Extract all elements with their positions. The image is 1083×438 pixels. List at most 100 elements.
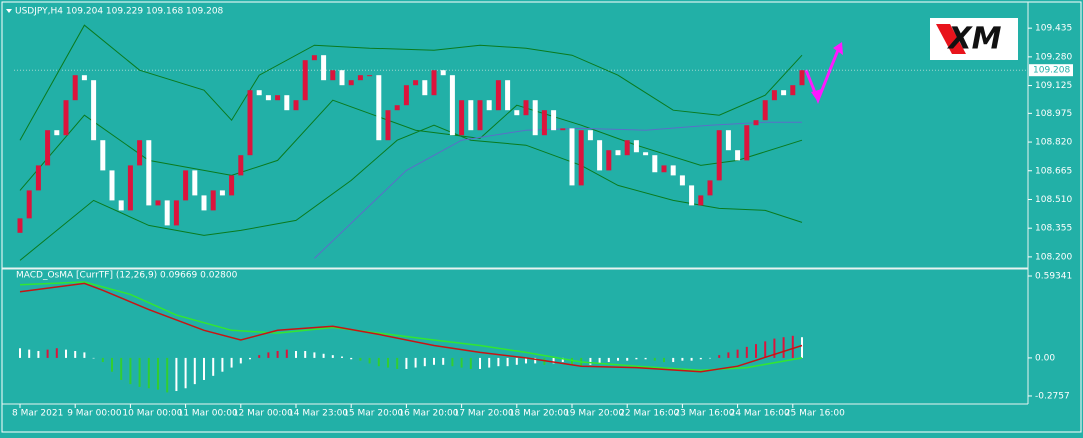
candle	[26, 190, 32, 219]
candle	[81, 75, 87, 81]
x-tick-label: 19 Mar 20:00	[564, 409, 624, 419]
histogram-bar	[74, 351, 77, 358]
histogram-bar	[589, 357, 592, 365]
histogram-bar	[718, 355, 721, 358]
histogram-bar	[313, 352, 316, 358]
histogram-bar	[598, 357, 601, 364]
candle	[799, 70, 805, 86]
histogram-bar	[451, 357, 454, 367]
indicator-line	[314, 121, 802, 259]
macd-line	[19, 282, 803, 373]
candle	[523, 100, 529, 116]
macd-y-tick-label: -0.2757	[1035, 391, 1070, 401]
candle	[311, 55, 317, 61]
histogram-bar	[442, 357, 445, 365]
candle	[146, 140, 152, 206]
current-price-label: 109.208	[1033, 66, 1070, 76]
histogram-bar	[433, 357, 435, 365]
candle	[449, 75, 455, 136]
candle	[551, 110, 557, 131]
histogram-bar	[460, 357, 463, 368]
histogram-bar	[359, 357, 362, 361]
candle	[219, 190, 225, 196]
histogram-bar	[488, 357, 491, 368]
histogram-bar	[423, 357, 426, 367]
x-tick-label: 24 Mar 16:00	[730, 409, 790, 419]
candle	[284, 95, 290, 111]
candle	[459, 100, 465, 136]
y-tick-label: 108.510	[1035, 195, 1072, 205]
arrow-head-up	[833, 42, 843, 55]
candle	[63, 100, 69, 136]
histogram-bar	[727, 352, 730, 358]
histogram-bar	[773, 338, 776, 358]
candle	[385, 110, 391, 141]
candle	[413, 80, 419, 86]
histogram-bar	[203, 357, 205, 380]
histogram-bar	[690, 357, 693, 361]
histogram-bar	[709, 357, 711, 359]
histogram-bar	[175, 357, 178, 392]
histogram-bar	[396, 357, 399, 369]
histogram-bar	[571, 357, 573, 365]
histogram-bar	[414, 357, 417, 368]
candle	[275, 95, 281, 101]
histogram-bar	[120, 357, 123, 380]
candle	[514, 110, 520, 116]
candle	[201, 195, 207, 211]
histogram-bar	[184, 357, 187, 389]
candle	[127, 165, 133, 211]
x-tick-label: 8 Mar 2021	[12, 409, 63, 419]
logo-text: XM	[947, 22, 1002, 57]
candle	[735, 150, 741, 161]
candle	[45, 130, 51, 166]
histogram-bar	[37, 351, 40, 358]
histogram-bar	[368, 357, 371, 364]
candle	[615, 150, 621, 156]
histogram-bar	[166, 357, 169, 393]
candle	[505, 80, 511, 111]
candle	[109, 170, 115, 201]
candle	[265, 95, 271, 101]
x-tick-label: 9 Mar 00:00	[67, 409, 122, 419]
collapse-arrow[interactable]	[6, 9, 12, 13]
histogram-bar	[681, 357, 684, 361]
candle	[707, 180, 713, 196]
candle	[486, 100, 492, 111]
x-tick-label: 23 Mar 16:00	[674, 409, 734, 419]
candle	[155, 200, 161, 206]
histogram-bar	[764, 341, 767, 358]
candle	[771, 90, 777, 101]
candle	[495, 80, 501, 111]
histogram-bar	[258, 355, 261, 358]
x-tick-label: 16 Mar 20:00	[398, 409, 458, 419]
candle	[569, 128, 575, 186]
histogram-bar	[534, 357, 537, 364]
forecast-arrows	[804, 42, 843, 105]
histogram-bar	[267, 352, 270, 358]
candle	[183, 170, 189, 201]
histogram-bar	[304, 351, 307, 358]
candle	[91, 80, 97, 141]
histogram-bar	[157, 357, 159, 390]
histogram-bar	[607, 357, 610, 363]
macd-line	[19, 281, 803, 372]
histogram-bar	[497, 357, 500, 367]
candle	[164, 200, 170, 226]
candle	[661, 165, 667, 173]
histogram-bar	[212, 357, 215, 376]
histogram-bar	[285, 349, 288, 358]
candle	[477, 100, 483, 131]
histogram-bar	[552, 357, 555, 364]
histogram-bar	[469, 357, 472, 369]
candle	[367, 75, 373, 77]
histogram-bar	[377, 357, 380, 367]
logo: XM	[930, 18, 1018, 60]
x-tick-label: 25 Mar 16:00	[785, 409, 845, 419]
histogram-bar	[635, 357, 638, 360]
candle	[606, 150, 612, 171]
x-tick-label: 10 Mar 00:00	[122, 409, 182, 419]
candle	[247, 90, 253, 156]
